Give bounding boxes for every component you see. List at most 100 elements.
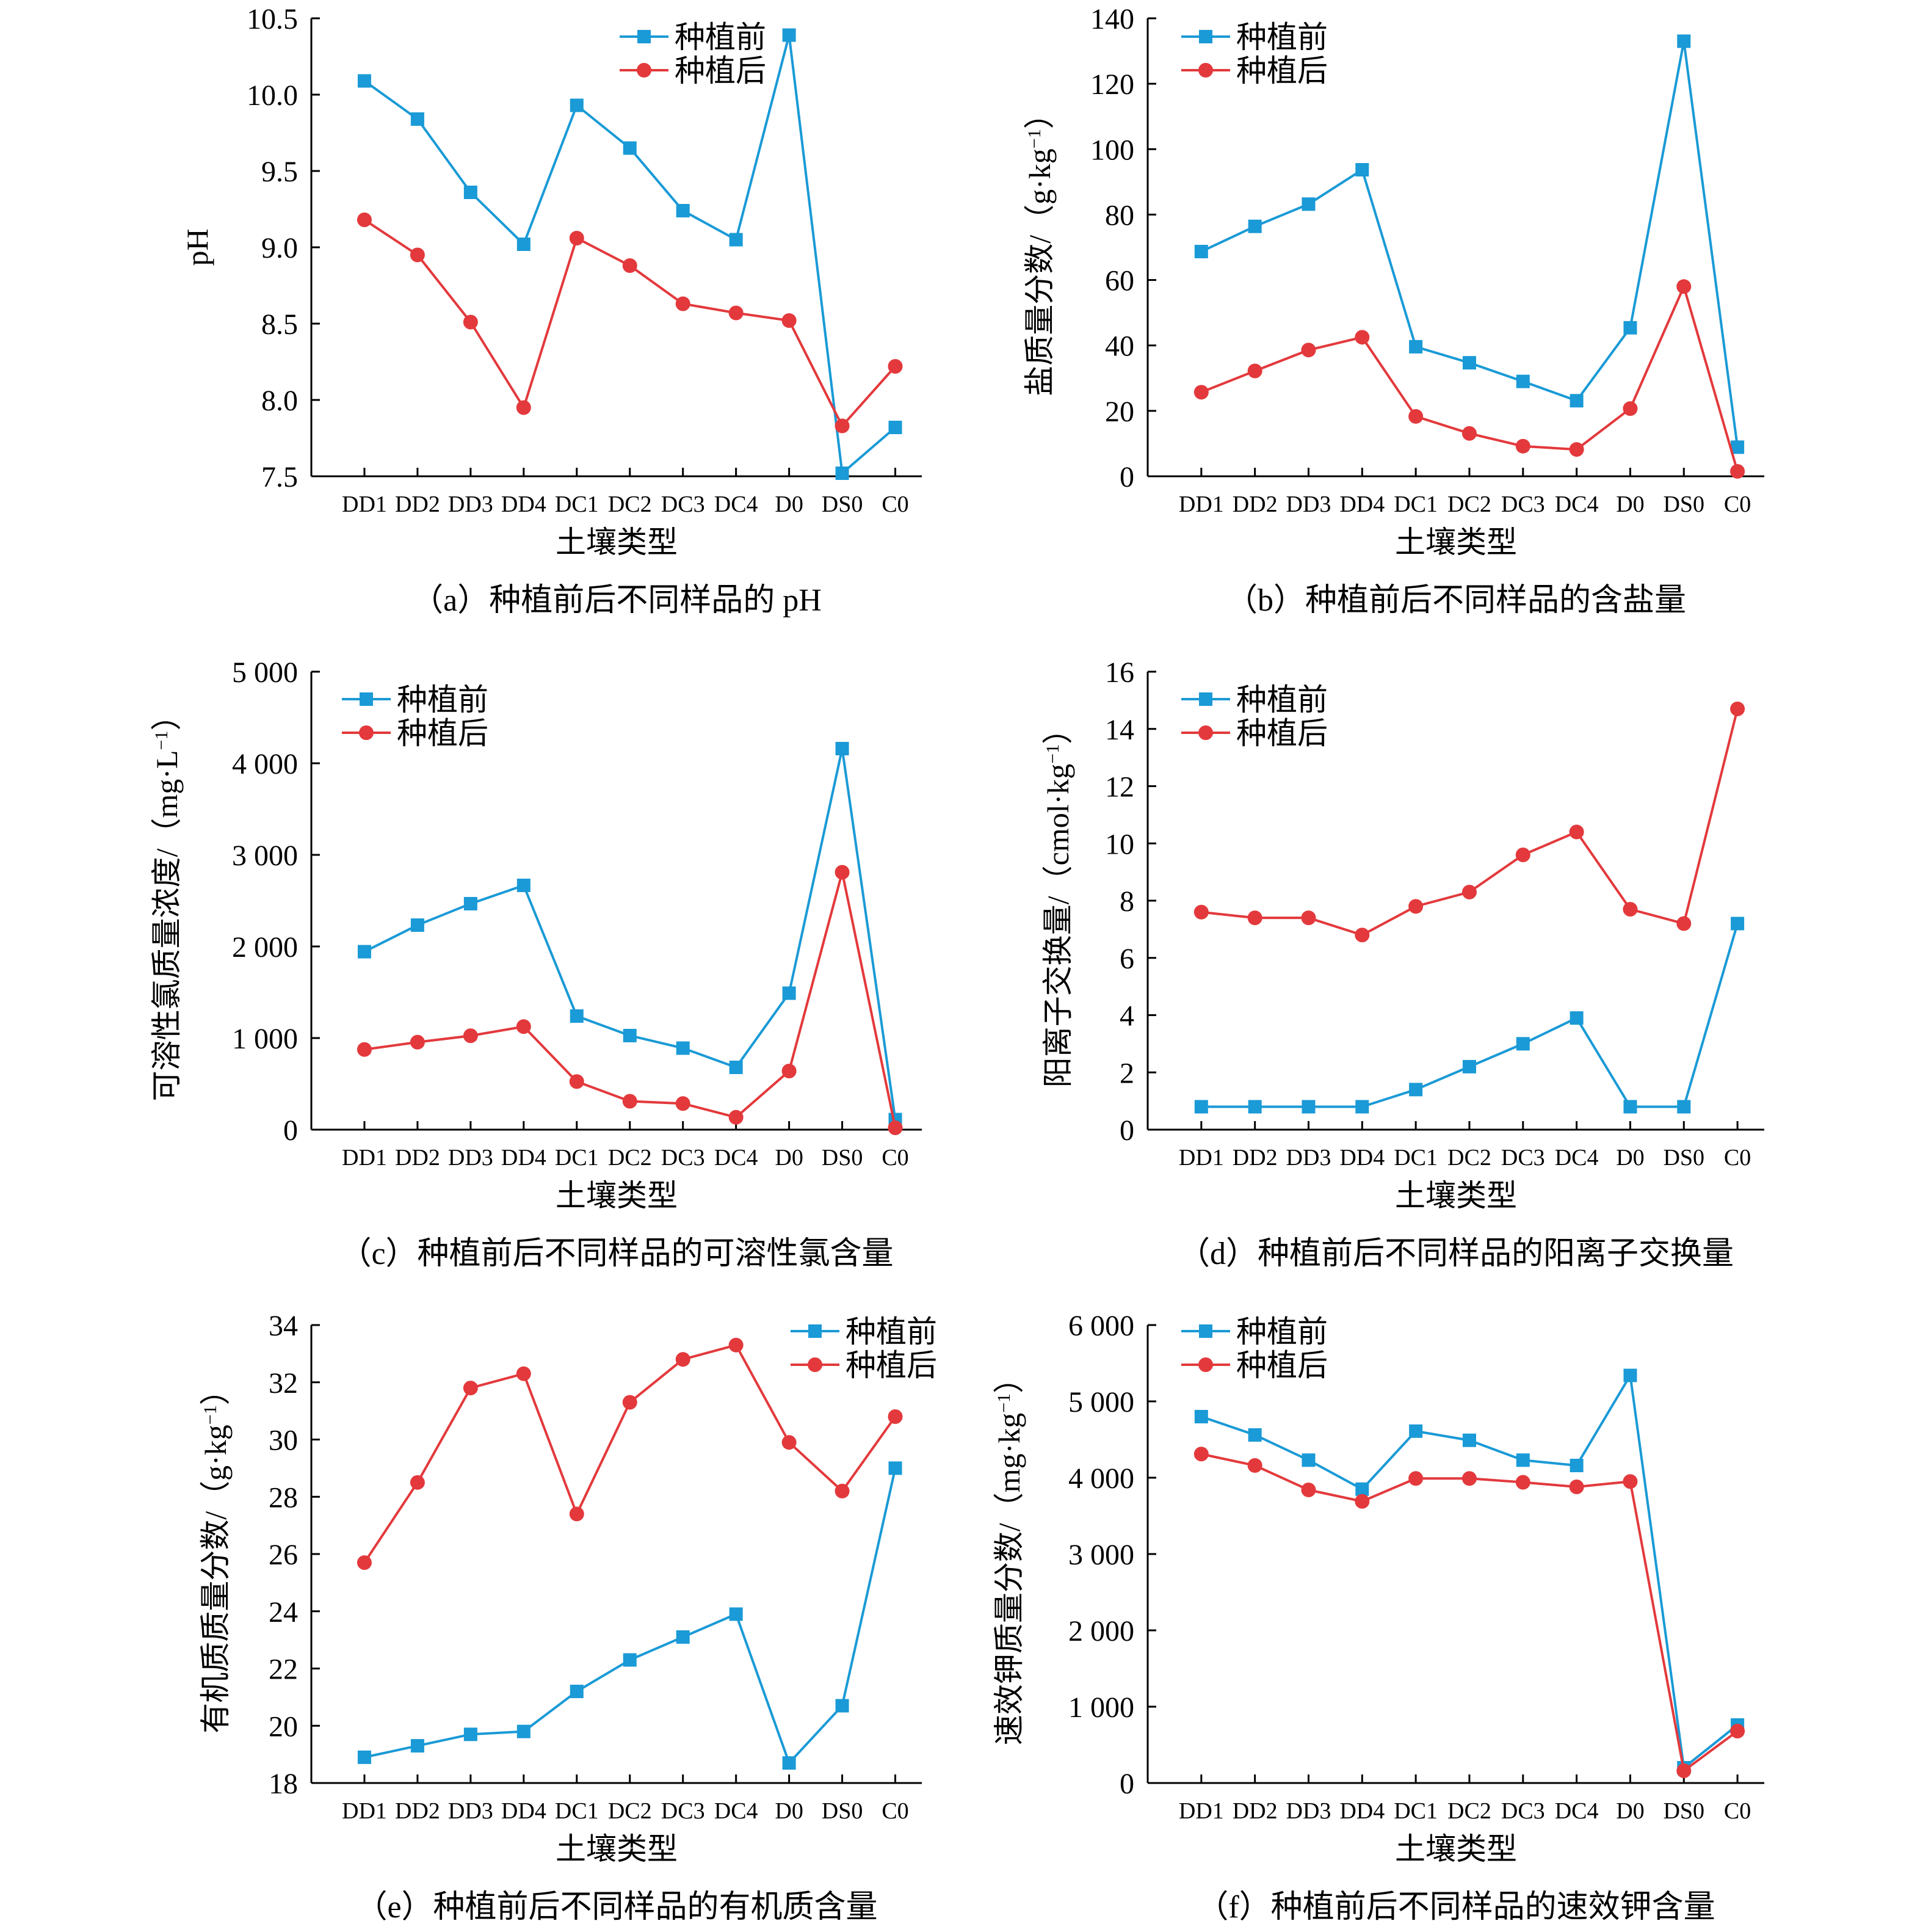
x-tick-label: DS0 <box>1663 492 1704 517</box>
data-point-before <box>888 1461 902 1475</box>
x-tick-label: DD2 <box>1233 1145 1278 1171</box>
x-tick-label: DC1 <box>1394 492 1438 517</box>
data-point-after <box>1355 1494 1370 1509</box>
x-tick-label: DD2 <box>1233 492 1278 517</box>
legend-label: 种植后 <box>1236 1348 1328 1382</box>
data-point-before <box>357 1750 371 1764</box>
data-point-after <box>1730 701 1745 716</box>
data-point-before <box>1248 1100 1262 1114</box>
legend-marker-circle <box>1198 1357 1213 1372</box>
x-tick-label: DC3 <box>1501 1145 1545 1171</box>
data-point-after <box>728 1337 744 1353</box>
data-point-after <box>1247 363 1262 379</box>
y-tick-label: 8.0 <box>261 385 298 417</box>
y-tick-label: 1 000 <box>232 1023 298 1055</box>
data-point-after <box>1408 409 1424 424</box>
y-tick-label: 16 <box>1105 656 1134 689</box>
y-tick-label: 26 <box>269 1539 298 1571</box>
x-tick-label: D0 <box>1616 492 1644 517</box>
data-point-before <box>1462 356 1476 370</box>
legend-marker-circle <box>1198 63 1213 78</box>
y-axis-title-close: ） <box>992 1363 1026 1393</box>
data-point-after <box>1730 463 1745 479</box>
legend-marker-circle <box>637 63 651 78</box>
y-tick-label: 40 <box>1105 330 1134 363</box>
data-point-before <box>1731 917 1745 931</box>
panel-caption: （a）种植前后不同样品的 pH <box>411 583 822 618</box>
data-point-after <box>835 1483 850 1498</box>
data-point-after <box>569 231 584 245</box>
data-point-after <box>1461 884 1477 899</box>
legend-label: 种植前 <box>397 683 488 717</box>
x-tick-label: DC1 <box>555 1798 599 1824</box>
series-line-before <box>1201 923 1739 1108</box>
y-tick-label: 0 <box>1120 461 1134 493</box>
data-point-before <box>516 238 531 251</box>
legend-label: 种植后 <box>846 1348 937 1382</box>
y-tick-label: 0 <box>1120 1768 1134 1800</box>
data-point-before <box>357 74 371 88</box>
data-point-before <box>676 1041 690 1055</box>
y-axis-title-close: ） <box>1041 714 1075 744</box>
x-tick-label: DS0 <box>822 1798 863 1824</box>
y-tick-label: 4 000 <box>1068 1462 1134 1495</box>
y-axis-title: 盐质量分数/（g·kg−1） <box>1023 98 1057 396</box>
data-point-after <box>357 1555 372 1571</box>
x-tick-label: DD3 <box>1286 492 1331 517</box>
data-point-before <box>1194 1100 1208 1114</box>
data-point-after <box>1461 1471 1477 1486</box>
x-tick-label: DD2 <box>395 1145 440 1171</box>
x-tick-label: DC3 <box>1501 1798 1545 1824</box>
x-tick-label: DD1 <box>342 1145 387 1171</box>
data-point-after <box>1515 1475 1530 1490</box>
data-point-before <box>835 1699 849 1713</box>
data-point-after <box>1515 438 1530 454</box>
data-point-after <box>1193 904 1209 920</box>
series-line-before <box>364 1467 897 1765</box>
x-tick-label: DC1 <box>1394 1145 1438 1171</box>
data-point-before <box>1516 1453 1530 1467</box>
data-point-after <box>516 1019 531 1034</box>
data-point-before <box>1677 1100 1691 1114</box>
x-tick-label: DC2 <box>608 492 652 517</box>
data-point-before <box>463 1727 477 1741</box>
x-tick-label: C0 <box>882 492 908 517</box>
data-point-after <box>410 1475 425 1490</box>
y-axis-title: 阳离子交换量/（cmol·kg−1） <box>1041 714 1075 1088</box>
data-point-before <box>463 186 477 199</box>
y-tick-label: 8 <box>1120 885 1134 918</box>
y-tick-label: 2 000 <box>1068 1615 1134 1647</box>
data-point-after <box>1623 401 1638 416</box>
x-tick-label: DS0 <box>822 492 863 517</box>
data-point-before <box>623 1653 637 1667</box>
x-tick-label: DC3 <box>661 492 705 517</box>
x-tick-label: DC4 <box>714 1145 758 1171</box>
data-point-before <box>623 1028 637 1042</box>
data-point-after <box>622 1395 637 1410</box>
data-point-after <box>835 865 850 880</box>
y-tick-label: 2 000 <box>232 931 298 964</box>
x-tick-label: DD4 <box>1339 1145 1385 1171</box>
data-point-before <box>1302 1453 1316 1467</box>
data-point-after <box>781 1064 797 1078</box>
data-point-after <box>1676 916 1692 931</box>
y-tick-label: 60 <box>1105 265 1134 297</box>
data-point-after <box>888 1409 903 1424</box>
x-axis-title: 土壤类型 <box>1395 1832 1517 1866</box>
data-point-after <box>622 258 637 273</box>
panel-caption: （e）种植前后不同样品的有机质含量 <box>355 1890 877 1925</box>
y-tick-label: 120 <box>1090 68 1134 101</box>
data-point-before <box>729 1607 743 1621</box>
data-point-after <box>463 314 478 330</box>
data-point-after <box>1569 442 1584 457</box>
y-tick-label: 22 <box>269 1654 298 1686</box>
x-axis-title: 土壤类型 <box>556 1178 678 1213</box>
y-axis-title: pH <box>180 228 214 266</box>
y-tick-label: 6 000 <box>1068 1310 1134 1342</box>
data-point-after <box>1408 899 1424 914</box>
y-tick-label: 80 <box>1105 199 1134 231</box>
x-tick-label: DD3 <box>448 1798 493 1824</box>
y-axis-title-exponent: −1 <box>1024 129 1045 148</box>
data-point-before <box>1355 1100 1369 1114</box>
y-tick-label: 34 <box>269 1310 298 1342</box>
